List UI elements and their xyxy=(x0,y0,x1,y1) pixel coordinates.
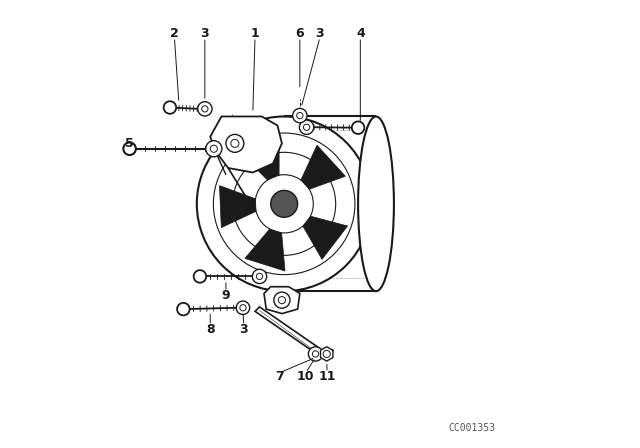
Ellipse shape xyxy=(358,116,394,291)
Polygon shape xyxy=(220,185,256,228)
Polygon shape xyxy=(210,116,282,172)
Circle shape xyxy=(226,134,244,152)
Polygon shape xyxy=(321,347,333,361)
Circle shape xyxy=(198,102,212,116)
Text: 6: 6 xyxy=(296,27,304,40)
Text: CC001353: CC001353 xyxy=(449,423,496,433)
Circle shape xyxy=(124,142,136,155)
Circle shape xyxy=(194,270,206,283)
Text: 3: 3 xyxy=(316,27,324,40)
Text: 3: 3 xyxy=(200,27,209,40)
Text: 1: 1 xyxy=(251,27,259,40)
Circle shape xyxy=(197,116,372,291)
Circle shape xyxy=(252,269,267,284)
Polygon shape xyxy=(240,137,279,180)
Circle shape xyxy=(236,301,250,314)
Text: 7: 7 xyxy=(275,370,284,383)
Text: 2: 2 xyxy=(170,27,179,40)
Polygon shape xyxy=(264,287,300,314)
Circle shape xyxy=(274,292,290,308)
Text: 5: 5 xyxy=(125,137,134,150)
Polygon shape xyxy=(245,229,285,271)
Circle shape xyxy=(177,303,189,315)
Text: 8: 8 xyxy=(206,323,214,336)
Text: 3: 3 xyxy=(239,323,248,336)
Circle shape xyxy=(164,101,176,114)
Circle shape xyxy=(300,120,314,134)
Circle shape xyxy=(352,121,364,134)
Polygon shape xyxy=(255,307,324,356)
Polygon shape xyxy=(303,216,348,259)
Circle shape xyxy=(292,108,307,123)
Circle shape xyxy=(206,141,222,157)
Polygon shape xyxy=(301,145,346,189)
Circle shape xyxy=(308,347,323,361)
Text: 11: 11 xyxy=(319,370,336,383)
Circle shape xyxy=(271,190,298,217)
Text: 9: 9 xyxy=(221,289,230,302)
Text: 10: 10 xyxy=(297,370,314,383)
Text: 4: 4 xyxy=(356,27,365,40)
